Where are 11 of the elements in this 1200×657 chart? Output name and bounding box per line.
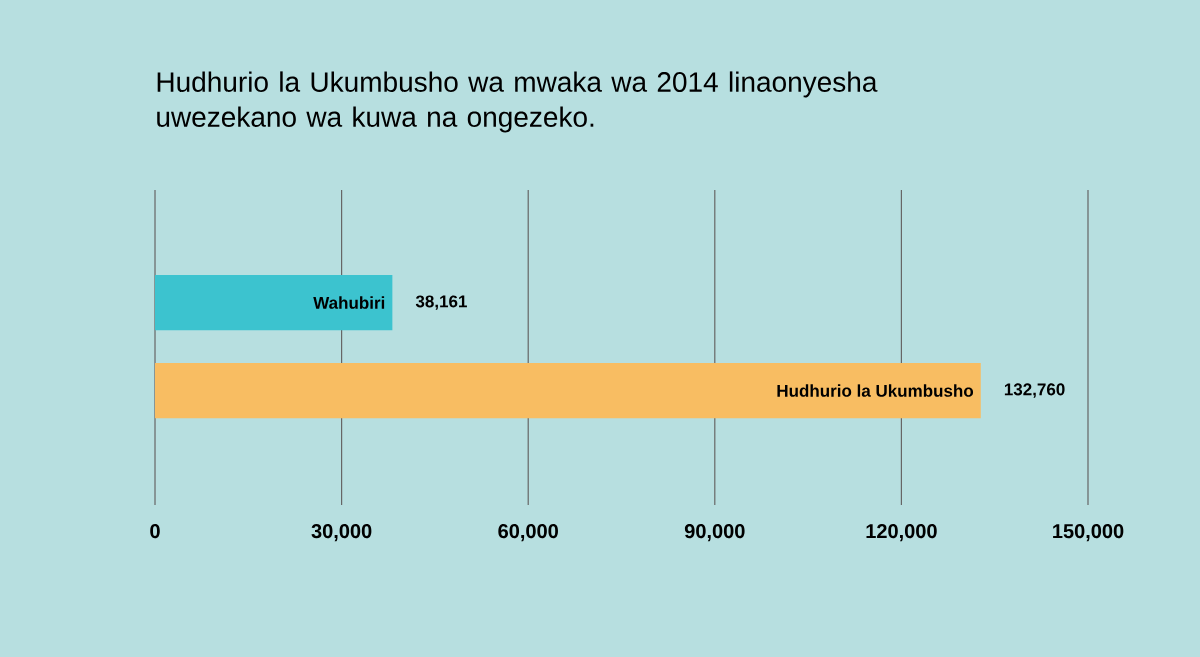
x-tick-label: 0 [150, 524, 160, 539]
y-tick-label: Wahubiri [313, 296, 385, 309]
x-tick-label: 150,000 [1053, 524, 1124, 542]
x-tick-label: 60,000 [498, 524, 558, 542]
y-tick-label: Hudhurio la Ukumbusho [777, 384, 974, 397]
x-tick-label: 120,000 [866, 524, 937, 542]
x-tick-label: 30,000 [311, 524, 372, 542]
data-label: 38,161 [415, 295, 467, 310]
data-label: 132,760 [1004, 383, 1065, 398]
x-tick-label: 90,000 [684, 524, 745, 542]
chart-title: Hudhurio la Ukumbusho wa mwaka wa 2014 linaonyesha uwezekano wa kuwa na ongezeko. [157, 71, 878, 133]
